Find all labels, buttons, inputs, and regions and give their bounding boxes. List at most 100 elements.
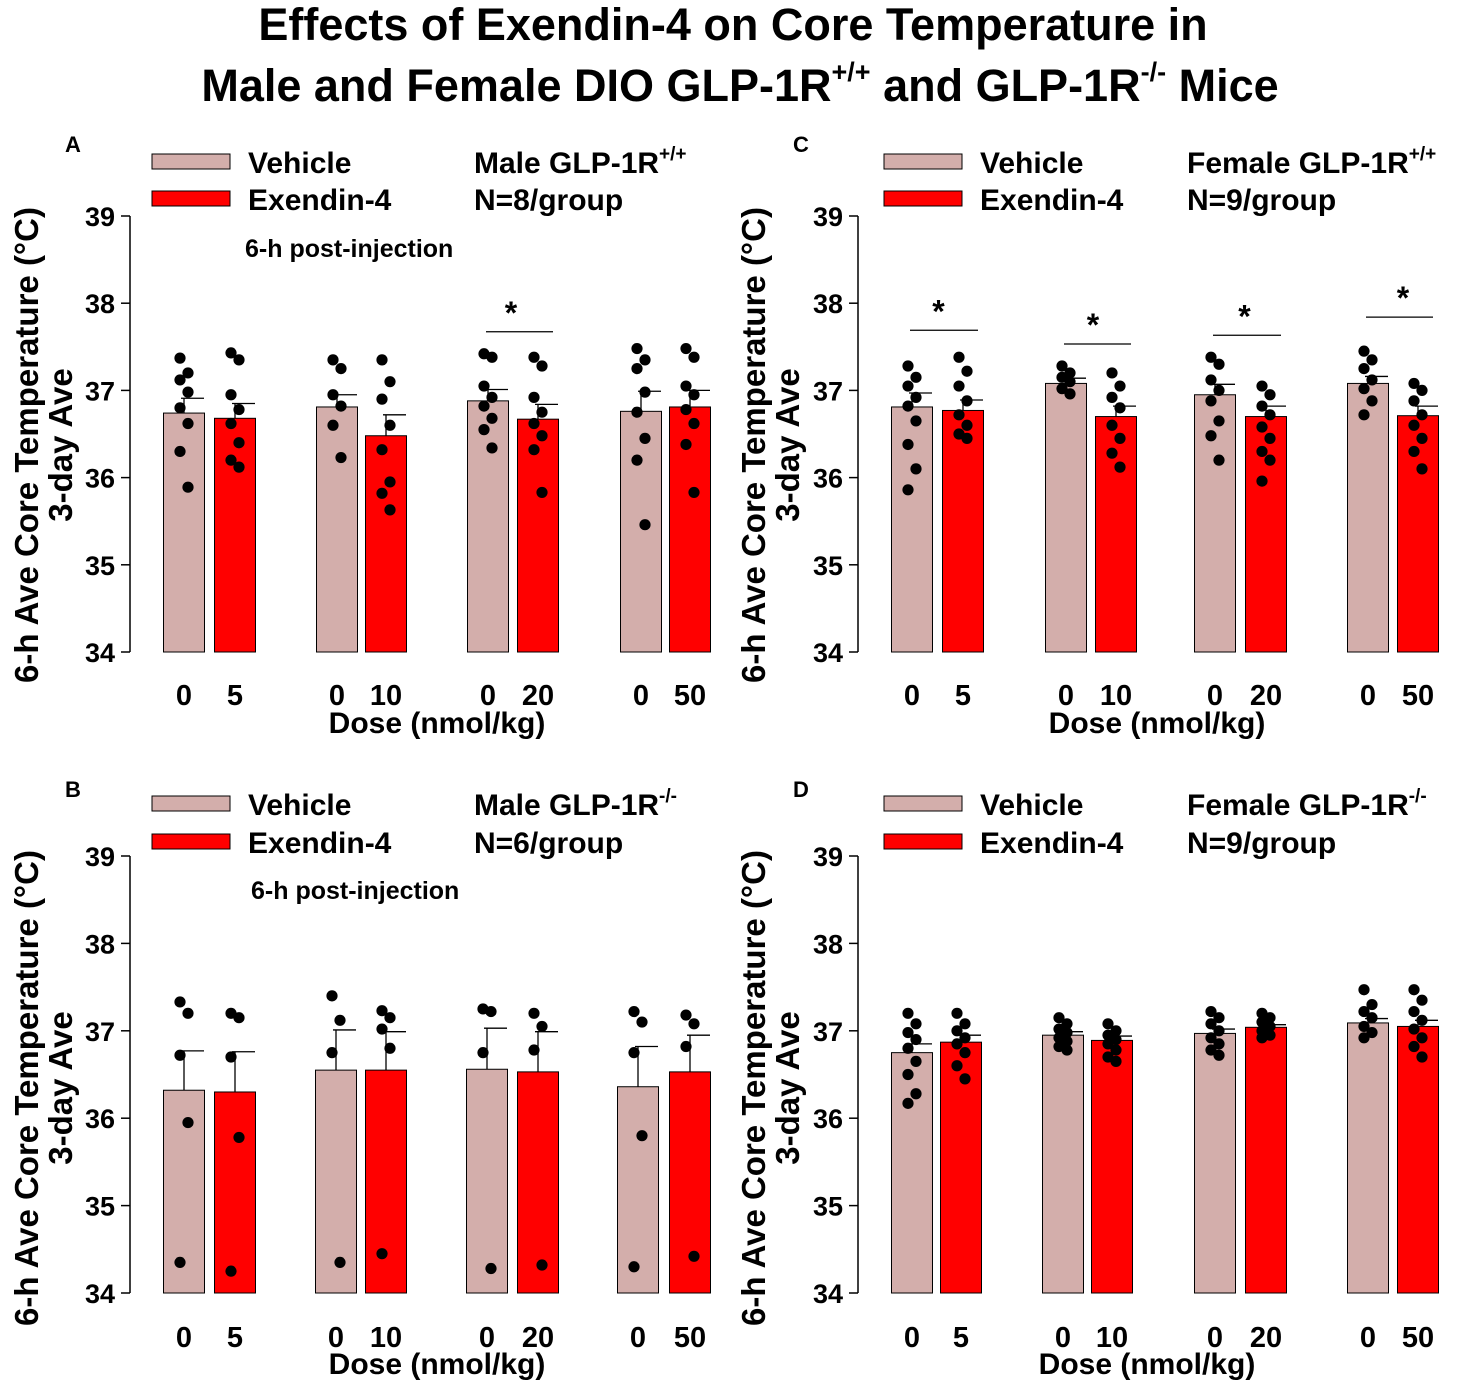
group-label-genotype-sup: -/- [659,786,677,807]
y-tick-label: 36 [813,1104,843,1134]
panel-letter: B [65,777,81,802]
post-injection-note: 6-h post-injection [251,877,459,905]
x-tick-label: 0 [479,1322,495,1354]
bar-exendin [1091,1039,1133,1294]
data-point-exendin [1416,384,1428,396]
data-point-vehicle [902,484,914,496]
data-point-exendin [1106,391,1118,403]
data-point-vehicle [628,1261,640,1273]
data-point-exendin [953,380,965,392]
n-label: N=9/group [1187,827,1336,860]
data-point-exendin [384,1042,396,1054]
data-point-exendin [376,1023,388,1035]
data-point-exendin [1256,400,1268,412]
y-tick-label: 39 [85,202,115,232]
data-point-vehicle [1358,1005,1370,1018]
data-point-vehicle [1213,384,1225,396]
data-point-vehicle [1213,1025,1225,1037]
x-tick-label: 0 [904,1322,920,1354]
data-point-exendin [1106,419,1118,431]
legend-label-vehicle: Vehicle [248,789,351,822]
data-point-exendin [959,1073,971,1085]
x-tick-label: 0 [1207,680,1223,712]
title-sup-wildtype: +/+ [832,57,871,87]
data-point-exendin [680,342,692,355]
data-point-exendin [233,403,245,416]
data-point-exendin [951,1007,963,1019]
panel-letter: A [65,132,81,157]
data-point-vehicle [1213,415,1225,427]
x-tick-label: 10 [370,680,402,712]
y-tick-label: 34 [85,638,115,668]
data-point-vehicle [628,1005,640,1018]
data-point-exendin [1114,380,1126,392]
legend-swatch-exendin [151,190,231,207]
legend-label-vehicle: Vehicle [980,789,1083,822]
data-point-vehicle [910,415,922,427]
x-axis-label: Dose (nmol/kg) [329,1348,546,1381]
data-point-exendin [1256,445,1268,458]
legend-label-exendin: Exendin-4 [980,827,1124,860]
data-point-vehicle [1366,395,1378,407]
title-male-female-text: Male and Female DIO GLP-1R [201,60,831,111]
data-point-vehicle [485,1005,497,1018]
data-point-vehicle [174,352,186,364]
data-point-exendin [680,1009,692,1021]
y-tick-label: 38 [85,929,115,959]
data-point-vehicle [1358,409,1370,421]
data-point-vehicle [1358,984,1370,996]
data-point-vehicle [182,1007,194,1019]
data-point-vehicle [334,1014,346,1026]
x-tick-label: 50 [1402,680,1434,712]
y-axis-label: 6-h Ave Core Temperature (°C) [8,207,45,683]
data-point-vehicle [902,438,914,451]
data-point-vehicle [910,463,922,475]
bar-vehicle [466,1068,508,1294]
data-point-exendin [536,360,548,372]
panel-B: B6-h Ave Core Temperature (°C)3-day Ave3… [8,777,711,1381]
data-point-vehicle [182,1116,194,1129]
legend-label-vehicle: Vehicle [248,147,351,180]
data-point-vehicle [902,1042,914,1054]
data-point-exendin [536,486,548,499]
x-tick-label: 5 [227,1322,243,1354]
data-point-exendin [1408,1005,1420,1018]
x-axis-label: Dose (nmol/kg) [1039,1348,1256,1381]
data-point-vehicle [631,342,643,355]
data-point-exendin [688,351,700,363]
data-point-vehicle [335,363,347,375]
significance-star: * [932,293,945,329]
data-point-exendin [1408,1040,1420,1053]
data-point-exendin [688,486,700,499]
data-point-exendin [1110,1044,1122,1056]
data-point-vehicle [639,519,651,531]
data-point-exendin [961,365,973,377]
group-label-genotype-sup: -/- [1409,786,1427,807]
data-point-vehicle [1061,1018,1073,1030]
data-point-exendin [376,487,388,499]
data-point-vehicle [628,1047,640,1059]
panel-letter: C [793,132,809,157]
data-point-vehicle [486,442,498,454]
data-point-exendin [1416,463,1428,475]
x-tick-label: 0 [630,1322,646,1354]
bar-vehicle [620,410,662,653]
bar-exendin [942,409,984,653]
data-point-exendin [1102,1038,1114,1050]
data-point-exendin [536,1020,548,1033]
data-point-exendin [233,354,245,366]
data-point-vehicle [1358,1032,1370,1044]
data-point-vehicle [486,412,498,424]
bar-exendin [365,435,407,653]
legend-swatch-exendin [883,833,963,850]
data-point-vehicle [1205,430,1217,442]
data-point-vehicle [182,367,194,379]
data-point-exendin [1408,395,1420,407]
data-point-vehicle [1205,1032,1217,1044]
y-tick-label: 38 [813,289,843,319]
data-point-exendin [376,393,388,405]
legend-swatch-vehicle [151,153,231,170]
data-point-vehicle [1358,1020,1370,1033]
n-label: N=8/group [474,184,623,217]
data-point-exendin [1106,447,1118,459]
